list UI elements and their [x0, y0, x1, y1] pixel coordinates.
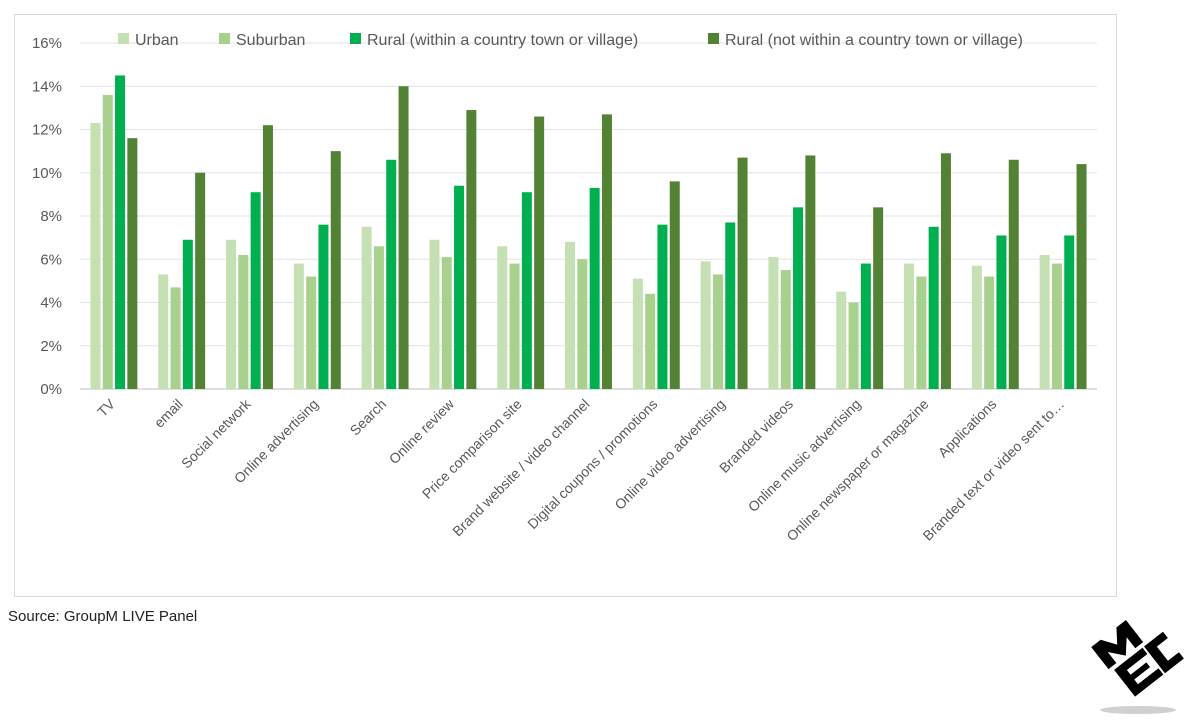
category-label: Applications	[935, 396, 1000, 461]
bar	[601, 114, 612, 390]
y-tick-label: 12%	[32, 122, 62, 139]
bar	[1008, 159, 1019, 389]
bar	[793, 207, 804, 389]
bar	[454, 185, 465, 389]
bar	[996, 235, 1007, 389]
legend-swatch	[350, 33, 361, 44]
bar	[700, 261, 711, 389]
legend-swatch	[118, 33, 129, 44]
bar	[497, 246, 508, 389]
legend-label: Rural (within a country town or village)	[367, 32, 638, 49]
bar	[293, 263, 304, 389]
bar	[657, 224, 668, 389]
bar	[429, 239, 440, 389]
bar	[737, 157, 748, 389]
legend-label: Rural (not within a country town or vill…	[725, 32, 1023, 49]
y-tick-label: 8%	[40, 208, 62, 225]
bar	[90, 123, 101, 389]
bar	[836, 291, 847, 389]
legend-swatch	[708, 33, 719, 44]
bar	[386, 159, 397, 389]
category-label: Social network	[178, 395, 254, 471]
bar	[916, 276, 927, 389]
bar	[1039, 254, 1050, 389]
bar	[780, 270, 791, 389]
bar	[238, 254, 249, 389]
category-label: email	[151, 396, 186, 431]
y-tick-label: 6%	[40, 251, 62, 268]
bar	[509, 263, 520, 389]
bar	[873, 207, 884, 389]
bar	[565, 241, 576, 389]
bar	[971, 265, 982, 389]
bar	[1051, 263, 1062, 389]
bar	[441, 257, 452, 389]
y-tick-label: 2%	[40, 338, 62, 355]
bar	[860, 263, 871, 389]
y-tick-label: 10%	[32, 165, 62, 182]
legend-swatch	[219, 33, 230, 44]
bar	[466, 110, 477, 389]
category-label: Online video advertising	[611, 396, 728, 513]
bar	[373, 246, 384, 389]
mec-logo	[1091, 620, 1184, 714]
category-label: Search	[347, 396, 390, 439]
bar	[712, 274, 723, 389]
legend-label: Urban	[135, 32, 179, 49]
bar	[848, 302, 859, 389]
bar	[102, 94, 113, 390]
bar	[398, 86, 409, 389]
bar	[928, 226, 939, 389]
bar	[306, 276, 317, 389]
bar	[984, 276, 995, 389]
bar	[904, 263, 915, 389]
bar	[632, 278, 643, 389]
bar	[645, 293, 656, 389]
category-label: Online music advertising	[745, 396, 864, 515]
bar	[170, 287, 181, 389]
bar	[195, 172, 206, 389]
bar	[158, 274, 169, 389]
bar	[534, 116, 545, 390]
y-tick-label: 14%	[32, 78, 62, 95]
bar	[226, 239, 237, 389]
bar	[577, 259, 588, 389]
bar	[521, 192, 532, 389]
bar	[361, 226, 372, 389]
category-label: TV	[94, 395, 118, 419]
bar	[805, 155, 816, 389]
source-note: Source: GroupM LIVE Panel	[8, 608, 198, 625]
category-label: Branded text or video sent to…	[919, 396, 1067, 544]
bar	[1076, 164, 1087, 389]
bar	[768, 257, 779, 389]
y-tick-label: 16%	[32, 35, 62, 52]
bar	[182, 239, 193, 389]
bar	[669, 181, 680, 389]
bar	[262, 125, 273, 390]
legend-label: Suburban	[236, 32, 305, 49]
bar	[589, 187, 600, 389]
y-tick-label: 0%	[40, 381, 62, 398]
bar	[318, 224, 329, 389]
bar	[250, 192, 261, 389]
bar	[940, 153, 951, 389]
y-tick-label: 4%	[40, 295, 62, 312]
bar	[127, 138, 138, 389]
category-label: Online newspaper or magazine	[783, 396, 931, 544]
category-label: Online review	[386, 395, 458, 467]
category-label: Digital coupons / promotions	[524, 396, 660, 532]
bar	[725, 222, 736, 389]
bar	[115, 75, 126, 389]
bar	[1064, 235, 1075, 389]
category-label: Brand website / video channel	[449, 396, 592, 539]
bar	[330, 151, 341, 389]
